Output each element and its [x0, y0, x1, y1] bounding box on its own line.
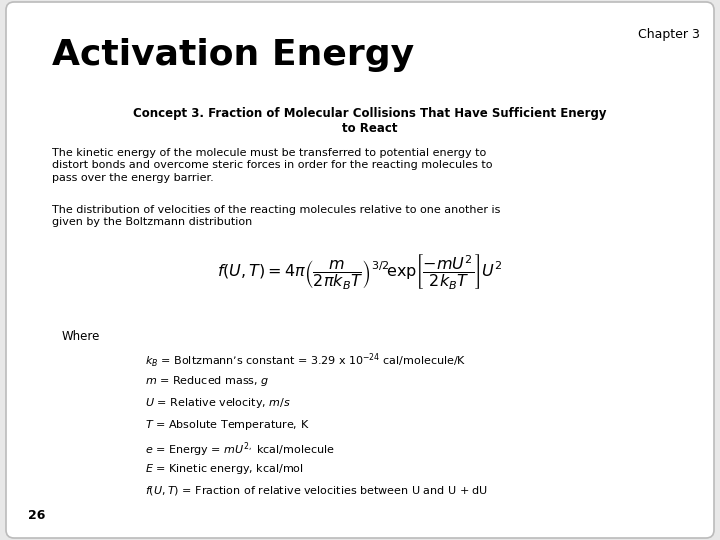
Text: $T$ = Absolute Temperature, K: $T$ = Absolute Temperature, K: [145, 418, 310, 432]
Text: $U$ = Relative velocity, $m/s$: $U$ = Relative velocity, $m/s$: [145, 396, 291, 410]
Text: Chapter 3: Chapter 3: [638, 28, 700, 41]
FancyBboxPatch shape: [6, 2, 714, 538]
Text: Concept 3. Fraction of Molecular Collisions That Have Sufficient Energy
to React: Concept 3. Fraction of Molecular Collisi…: [133, 107, 607, 135]
Text: $f(U,T)=4\pi\left(\dfrac{m}{2\pi k_BT}\right)^{3/2}\!\exp\!\left[\dfrac{-mU^2}{2: $f(U,T)=4\pi\left(\dfrac{m}{2\pi k_BT}\r…: [217, 252, 503, 291]
Text: $k_B$ = Boltzmann’s constant = 3.29 x 10$^{-24}$ cal/molecule/K: $k_B$ = Boltzmann’s constant = 3.29 x 10…: [145, 352, 467, 370]
Text: The distribution of velocities of the reacting molecules relative to one another: The distribution of velocities of the re…: [52, 205, 500, 227]
Text: $E$ = Kinetic energy, kcal/mol: $E$ = Kinetic energy, kcal/mol: [145, 462, 304, 476]
Text: $f(U, T)$ = Fraction of relative velocities between U and U + dU: $f(U, T)$ = Fraction of relative velocit…: [145, 484, 488, 497]
Text: Activation Energy: Activation Energy: [52, 38, 414, 72]
Text: Where: Where: [62, 330, 100, 343]
Text: 26: 26: [28, 509, 45, 522]
Text: $m$ = Reduced mass, $g$: $m$ = Reduced mass, $g$: [145, 374, 269, 388]
Text: The kinetic energy of the molecule must be transferred to potential energy to
di: The kinetic energy of the molecule must …: [52, 148, 492, 183]
Text: $e$ = Energy = $mU^{2,}$ kcal/molecule: $e$ = Energy = $mU^{2,}$ kcal/molecule: [145, 440, 335, 458]
